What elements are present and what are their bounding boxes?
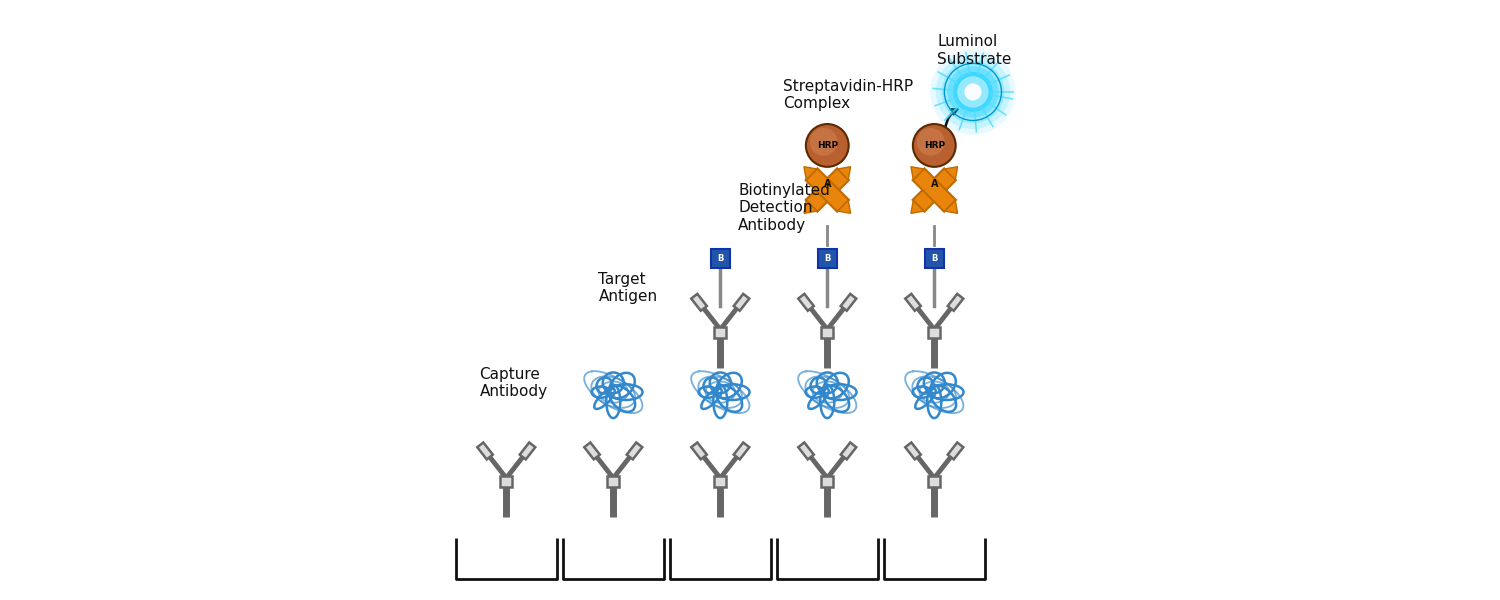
Circle shape: [930, 49, 1016, 135]
Circle shape: [806, 124, 849, 167]
Bar: [608, 476, 619, 487]
Text: HRP: HRP: [816, 141, 839, 150]
Circle shape: [916, 128, 945, 156]
Circle shape: [914, 124, 956, 167]
Polygon shape: [804, 200, 818, 214]
Polygon shape: [584, 442, 600, 460]
Bar: [822, 328, 833, 338]
Text: HRP: HRP: [924, 141, 945, 150]
Text: Capture
Antibody: Capture Antibody: [480, 367, 548, 400]
Circle shape: [942, 61, 1005, 124]
Polygon shape: [948, 294, 963, 311]
Text: B: B: [824, 254, 831, 263]
Polygon shape: [837, 167, 850, 179]
Bar: [714, 328, 726, 338]
Circle shape: [952, 72, 993, 112]
Polygon shape: [627, 442, 642, 460]
Polygon shape: [945, 200, 957, 214]
Polygon shape: [837, 200, 850, 214]
Polygon shape: [910, 200, 924, 214]
Polygon shape: [692, 442, 706, 460]
Circle shape: [957, 76, 988, 107]
Polygon shape: [840, 294, 856, 311]
Bar: [928, 328, 940, 338]
Bar: [714, 476, 726, 487]
Polygon shape: [806, 169, 849, 212]
Polygon shape: [912, 169, 956, 212]
Polygon shape: [477, 442, 494, 460]
Polygon shape: [798, 294, 814, 311]
Circle shape: [936, 55, 1010, 129]
Text: Biotinylated
Detection
Antibody: Biotinylated Detection Antibody: [738, 183, 830, 233]
Text: Luminol
Substrate: Luminol Substrate: [938, 34, 1011, 67]
Circle shape: [946, 66, 999, 118]
Polygon shape: [804, 167, 818, 179]
Polygon shape: [904, 442, 921, 460]
Circle shape: [964, 83, 981, 101]
Text: B: B: [717, 254, 723, 263]
Text: A: A: [824, 179, 831, 189]
Bar: [501, 476, 512, 487]
Text: A: A: [930, 179, 938, 189]
Bar: [822, 476, 833, 487]
Text: Streptavidin-HRP
Complex: Streptavidin-HRP Complex: [783, 79, 914, 111]
Polygon shape: [692, 294, 706, 311]
Polygon shape: [734, 294, 750, 311]
Polygon shape: [734, 442, 750, 460]
Bar: [928, 476, 940, 487]
Polygon shape: [840, 442, 856, 460]
Polygon shape: [910, 167, 924, 179]
Polygon shape: [806, 169, 849, 212]
Circle shape: [810, 128, 837, 156]
Polygon shape: [945, 167, 957, 179]
Polygon shape: [904, 294, 921, 311]
Text: Target
Antigen: Target Antigen: [598, 272, 657, 304]
Polygon shape: [948, 442, 963, 460]
Polygon shape: [798, 442, 814, 460]
Polygon shape: [519, 442, 536, 460]
Polygon shape: [912, 169, 956, 212]
Text: B: B: [932, 254, 938, 263]
